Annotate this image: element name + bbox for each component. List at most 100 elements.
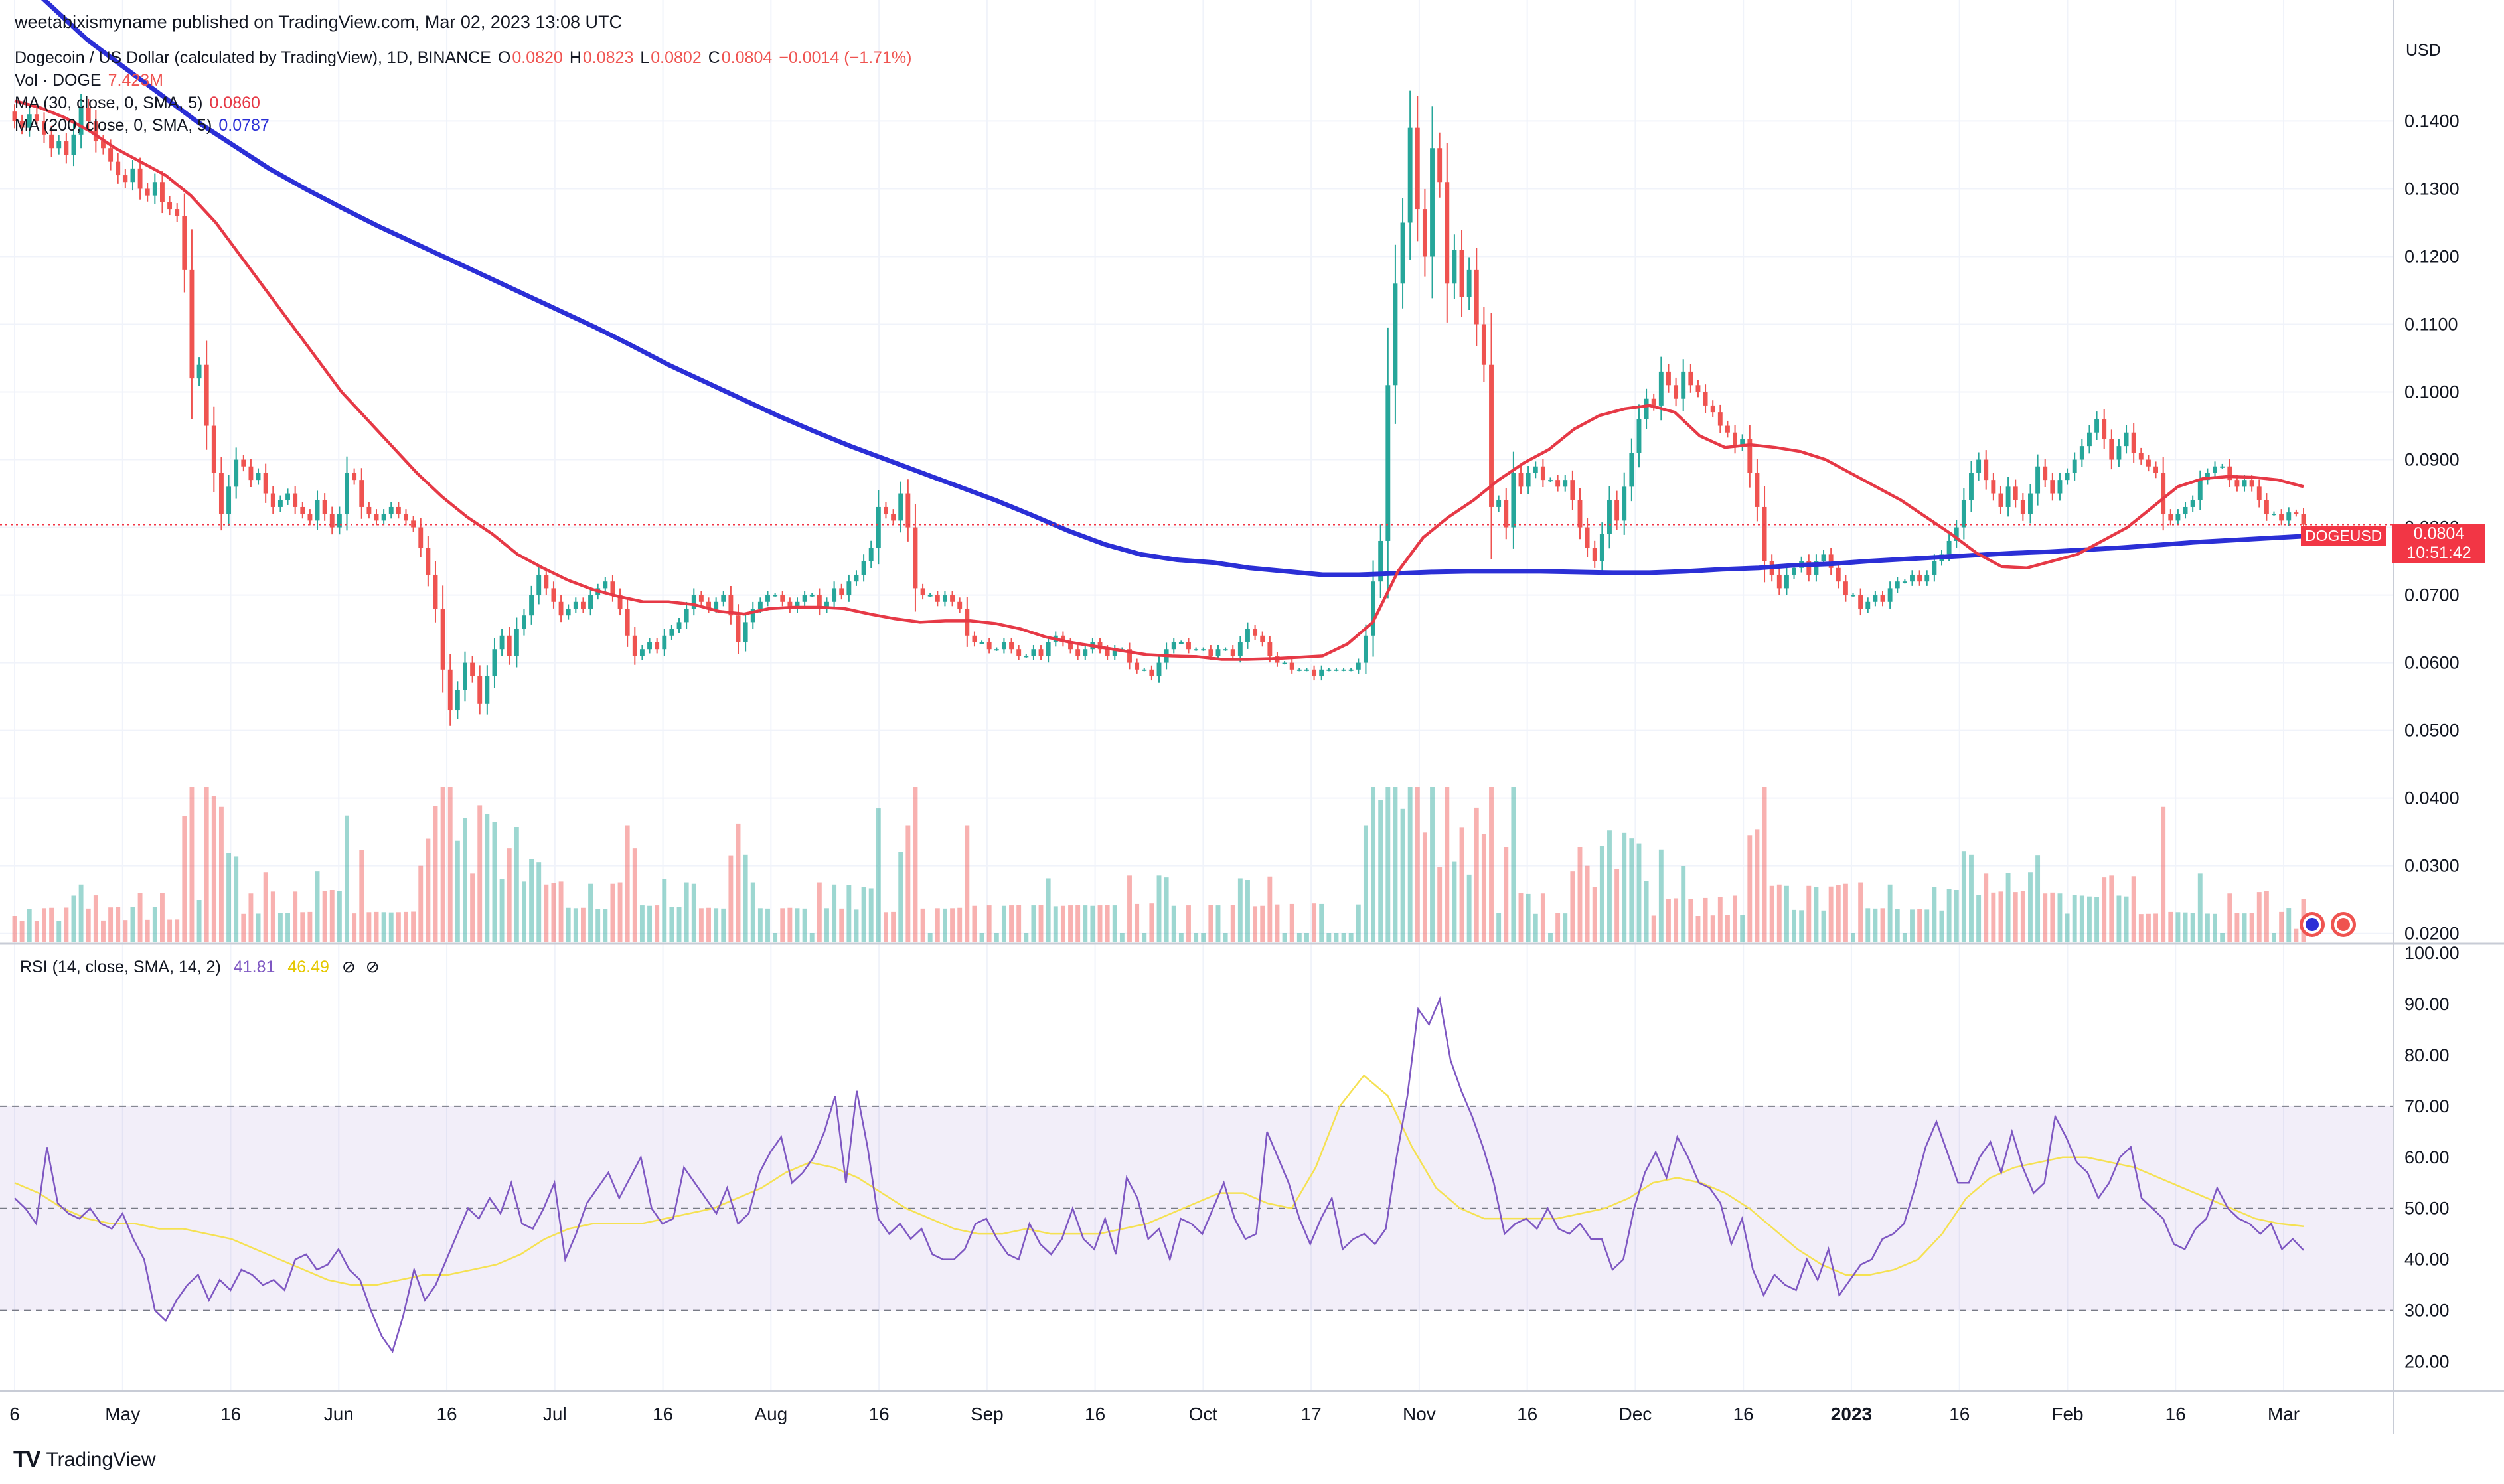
- candle-body: [322, 500, 327, 514]
- time-tick-label: Dec: [1619, 1404, 1652, 1424]
- volume-bar: [972, 905, 977, 942]
- volume-bar: [757, 908, 763, 942]
- time-tick-label: 16: [1733, 1404, 1754, 1424]
- candle-body: [2146, 459, 2151, 467]
- volume-bar: [2256, 892, 2262, 942]
- candle-body: [1681, 371, 1686, 399]
- volume-bar: [1563, 913, 1568, 942]
- volume-bar: [698, 908, 704, 942]
- candle-body: [2183, 506, 2188, 514]
- candle-body: [1902, 581, 1907, 583]
- volume-bar: [1016, 905, 1022, 942]
- candle-body: [1016, 649, 1022, 656]
- candle-body: [529, 595, 534, 616]
- volume-bar: [1806, 885, 1812, 942]
- volume-bar: [1371, 787, 1376, 942]
- volume-bar: [256, 913, 261, 942]
- volume-bar: [2094, 897, 2100, 942]
- candle-body: [1267, 642, 1273, 656]
- volume-bar: [1245, 880, 1250, 942]
- candle-body: [1511, 473, 1516, 528]
- volume-bar: [1445, 787, 1450, 942]
- candle-body: [736, 615, 741, 642]
- time-tick-label: Jul: [543, 1404, 567, 1424]
- hide-icon[interactable]: ⊘: [341, 958, 356, 976]
- volume-bar: [1127, 875, 1132, 942]
- ma30-legend[interactable]: MA (30, close, 0, SMA, 5) 0.0860: [15, 94, 260, 112]
- candle-body: [204, 364, 209, 426]
- volume-bar: [1599, 846, 1604, 942]
- volume-bar: [1917, 909, 1922, 942]
- candle-body: [1149, 669, 1154, 677]
- volume-bar: [905, 825, 911, 942]
- volume-legend[interactable]: Vol · DOGE 7.423M: [15, 71, 163, 90]
- candle-body: [2168, 514, 2173, 521]
- volume-bar: [750, 882, 755, 942]
- volume-bar: [617, 882, 623, 942]
- hide-icon-2[interactable]: ⊘: [365, 958, 380, 976]
- candle-body: [1924, 574, 1930, 582]
- candle-body: [1230, 649, 1235, 656]
- volume-bar: [49, 907, 54, 942]
- volume-bar: [78, 884, 84, 942]
- volume-bar: [1090, 905, 1095, 942]
- candle-body: [2043, 466, 2048, 481]
- rsi-legend[interactable]: RSI (14, close, SMA, 14, 2) 41.81 46.49 …: [20, 958, 380, 976]
- candle-body: [1674, 385, 1679, 399]
- candle-body: [270, 493, 275, 507]
- volume-bar: [241, 913, 246, 942]
- candle-body: [1570, 480, 1575, 500]
- candle-body: [669, 629, 674, 636]
- volume-bar: [1733, 895, 1738, 942]
- volume-bar: [204, 787, 209, 942]
- candle-body: [1895, 581, 1900, 589]
- volume-bar: [1083, 905, 1088, 942]
- volume-bar: [359, 850, 364, 942]
- time-tick-label: Oct: [1189, 1404, 1218, 1424]
- candle-body: [1223, 649, 1228, 651]
- candle-body: [1178, 642, 1184, 644]
- candle-body: [137, 168, 143, 189]
- volume-bar: [898, 852, 903, 942]
- volume-bar: [1156, 875, 1162, 942]
- low-value: 0.0802: [651, 48, 702, 67]
- symbol-price-tag: DOGEUSD: [2301, 526, 2387, 546]
- candle-body: [1946, 540, 1952, 555]
- volume-bar: [1105, 905, 1110, 942]
- candle-body: [1046, 642, 1051, 656]
- volume-bar: [307, 911, 313, 942]
- volume-bar: [226, 853, 232, 942]
- volume-bar: [1924, 909, 1930, 942]
- candle-body: [1245, 629, 1250, 642]
- volume-bar: [1799, 910, 1804, 942]
- candle-body: [1710, 405, 1715, 413]
- candle-body: [27, 114, 32, 128]
- candle-body: [49, 134, 54, 149]
- volume-bar: [285, 913, 290, 942]
- candle-body: [603, 581, 608, 589]
- candle-body: [277, 500, 283, 507]
- volume-bar: [2175, 912, 2181, 942]
- volume-bar: [388, 912, 394, 942]
- candle-body: [352, 473, 357, 481]
- candle-body: [2205, 473, 2210, 481]
- volume-bar: [2065, 913, 2070, 942]
- volume-bar: [1459, 827, 1464, 942]
- candle-body: [1792, 567, 1796, 575]
- candle-body: [1828, 554, 1834, 568]
- volume-bar: [189, 787, 195, 942]
- time-tick-label: 16: [1517, 1404, 1537, 1424]
- candle-body: [455, 690, 460, 711]
- candle-body: [957, 601, 963, 609]
- candle-body: [329, 514, 335, 528]
- volume-bar: [263, 872, 268, 942]
- rsi-tick-label: 50.00: [2404, 1199, 2450, 1219]
- volume-bar: [315, 871, 320, 942]
- symbol-legend[interactable]: Dogecoin / US Dollar (calculated by Trad…: [15, 48, 912, 67]
- ma200-legend[interactable]: MA (200, close, 0, SMA, 5) 0.0787: [15, 116, 270, 135]
- volume-bar: [676, 907, 682, 942]
- candle-body: [359, 480, 364, 507]
- volume-bar: [2057, 893, 2063, 942]
- tradingview-branding[interactable]: TV TradingView: [13, 1447, 156, 1473]
